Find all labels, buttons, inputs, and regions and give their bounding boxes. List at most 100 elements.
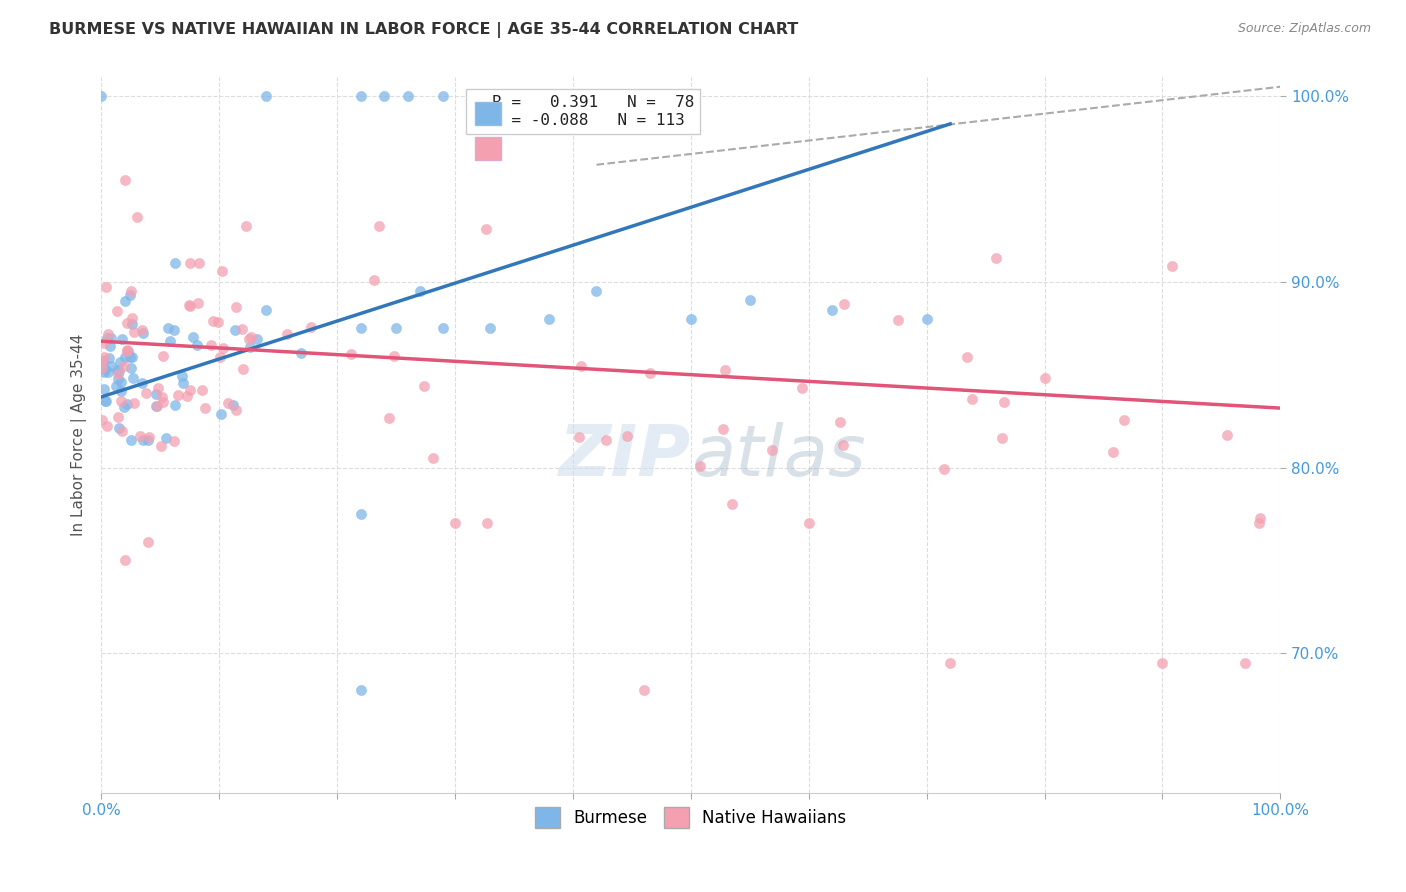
Text: Source: ZipAtlas.com: Source: ZipAtlas.com: [1237, 22, 1371, 36]
Point: [225, 301, 247, 315]
Point: [131, 376, 153, 390]
Point: [201, 314, 224, 328]
Point: [152, 349, 174, 363]
Point: [94, 394, 117, 409]
Point: [179, 384, 201, 398]
Point: [98, 339, 121, 353]
Point: [832, 438, 855, 452]
Point: [235, 219, 257, 233]
Point: [155, 431, 177, 445]
Point: [132, 433, 155, 447]
Point: [145, 387, 167, 401]
Point: [163, 398, 186, 412]
Point: [179, 256, 201, 270]
Point: [479, 321, 502, 335]
Point: [112, 359, 135, 374]
Point: [120, 288, 142, 302]
Point: [150, 390, 173, 404]
Point: [792, 381, 814, 395]
Point: [568, 430, 591, 444]
Point: [179, 299, 201, 313]
Point: [129, 429, 152, 443]
Legend: Burmese, Native Hawaiians: Burmese, Native Hawaiians: [529, 801, 853, 834]
Point: [1234, 656, 1257, 670]
Point: [122, 396, 145, 410]
Point: [105, 304, 128, 318]
Text: atlas: atlas: [690, 422, 865, 491]
Point: [97, 365, 120, 379]
Point: [832, 296, 855, 310]
Point: [136, 433, 159, 447]
Point: [105, 363, 128, 377]
Point: [1249, 511, 1271, 525]
Point: [122, 325, 145, 339]
Point: [276, 327, 298, 342]
FancyBboxPatch shape: [475, 136, 501, 161]
Point: [93, 383, 115, 397]
Point: [828, 415, 851, 429]
Point: [176, 388, 198, 402]
Point: [993, 395, 1015, 409]
Point: [960, 392, 983, 406]
Point: [413, 378, 436, 392]
Point: [194, 401, 217, 416]
Point: [104, 378, 127, 392]
Point: [146, 381, 169, 395]
Point: [475, 516, 498, 531]
Point: [209, 350, 232, 364]
Point: [713, 421, 735, 435]
Point: [349, 507, 371, 521]
Point: [956, 350, 979, 364]
Point: [107, 367, 129, 381]
Point: [96, 419, 118, 434]
Point: [110, 384, 132, 399]
Point: [117, 344, 139, 359]
Point: [1160, 259, 1182, 273]
Point: [136, 534, 159, 549]
Point: [585, 284, 607, 298]
Point: [93, 365, 115, 379]
Point: [761, 443, 783, 458]
Point: [91, 360, 114, 375]
Point: [91, 353, 114, 368]
Point: [111, 333, 134, 347]
Point: [94, 394, 117, 409]
Point: [363, 272, 385, 286]
Point: [97, 327, 120, 342]
Point: [246, 332, 269, 346]
Point: [91, 354, 114, 368]
Point: [121, 351, 143, 365]
Point: [100, 330, 122, 344]
Point: [797, 516, 820, 531]
Point: [163, 323, 186, 337]
Point: [186, 338, 208, 352]
Point: [125, 210, 148, 224]
Point: [98, 351, 121, 365]
Point: [108, 363, 131, 377]
Point: [114, 553, 136, 567]
Point: [299, 319, 322, 334]
Point: [187, 256, 209, 270]
Point: [94, 280, 117, 294]
Point: [349, 321, 371, 335]
Point: [1112, 412, 1135, 426]
Point: [146, 399, 169, 413]
Point: [121, 310, 143, 325]
Point: [114, 350, 136, 364]
Point: [239, 340, 262, 354]
Point: [211, 264, 233, 278]
Point: [90, 89, 112, 103]
Point: [93, 362, 115, 376]
Point: [385, 321, 408, 335]
Point: [108, 355, 131, 369]
Point: [1102, 445, 1125, 459]
Point: [561, 89, 583, 103]
Point: [138, 430, 160, 444]
Point: [207, 315, 229, 329]
Point: [120, 350, 142, 364]
Point: [569, 359, 592, 374]
Point: [114, 294, 136, 309]
Point: [231, 322, 253, 336]
Point: [217, 396, 239, 410]
Point: [90, 413, 112, 427]
